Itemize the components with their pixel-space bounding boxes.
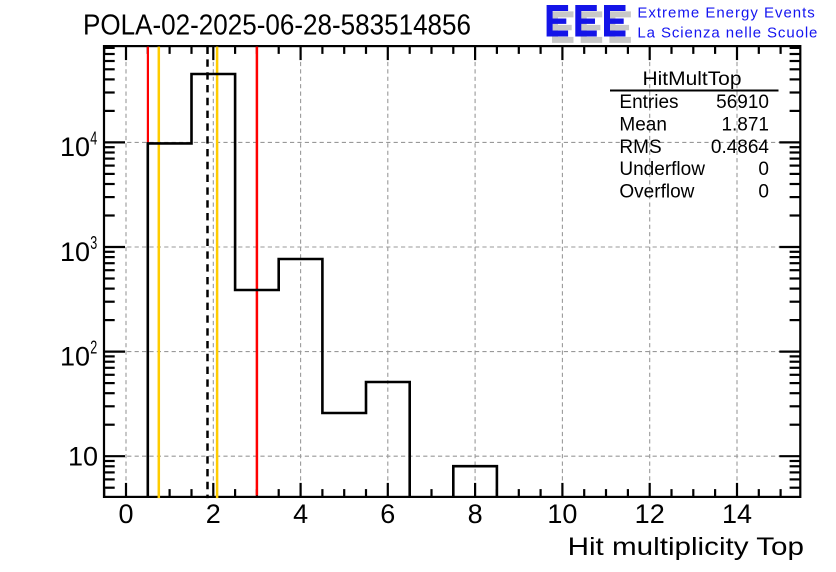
svg-text:Underflow: Underflow: [619, 159, 705, 180]
svg-text:4: 4: [293, 499, 308, 529]
svg-text:0: 0: [758, 159, 769, 180]
svg-text:10: 10: [60, 132, 90, 162]
svg-text:HitMultTop: HitMultTop: [643, 69, 742, 90]
svg-text:La Scienza nelle Scuole: La Scienza nelle Scuole: [637, 25, 817, 42]
svg-text:Hit multiplicity Top: Hit multiplicity Top: [568, 533, 804, 561]
svg-text:1.871: 1.871: [721, 114, 769, 135]
svg-text:14: 14: [722, 499, 752, 529]
svg-text:4: 4: [90, 128, 97, 148]
svg-text:Entries: Entries: [619, 92, 678, 113]
svg-text:12: 12: [635, 499, 665, 529]
svg-text:0: 0: [758, 182, 769, 203]
svg-text:10: 10: [60, 341, 90, 371]
svg-text:10: 10: [60, 237, 90, 267]
svg-text:Overflow: Overflow: [619, 182, 694, 203]
svg-text:8: 8: [468, 499, 483, 529]
svg-text:56910: 56910: [716, 92, 769, 113]
svg-text:2: 2: [90, 338, 97, 358]
svg-text:10: 10: [547, 499, 577, 529]
svg-text:RMS: RMS: [619, 137, 661, 158]
svg-text:10: 10: [68, 442, 98, 472]
svg-text:Mean: Mean: [619, 114, 667, 135]
svg-text:0.4864: 0.4864: [711, 137, 770, 158]
svg-text:2: 2: [206, 499, 221, 529]
svg-text:3: 3: [90, 233, 97, 253]
svg-text:0: 0: [118, 499, 133, 529]
svg-text:6: 6: [380, 499, 395, 529]
svg-text:POLA-02-2025-06-28-583514856: POLA-02-2025-06-28-583514856: [83, 9, 471, 41]
svg-text:Extreme Energy Events: Extreme Energy Events: [637, 4, 814, 21]
